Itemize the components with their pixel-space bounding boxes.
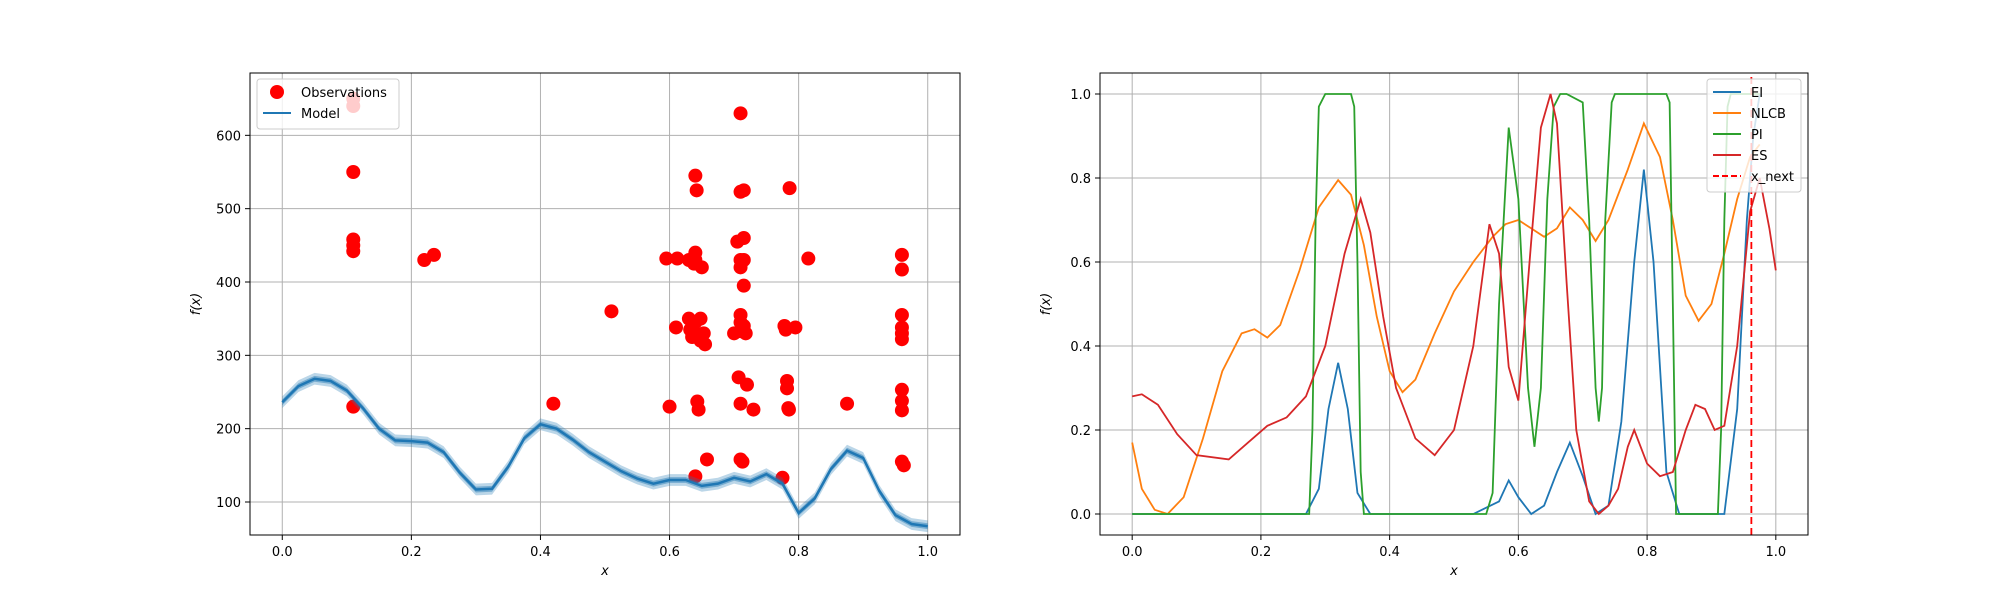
plot-frame	[1099, 72, 1809, 536]
y-tick-label: 600	[216, 129, 241, 144]
observation-point	[894, 403, 909, 418]
observation-point	[735, 454, 750, 469]
legend-label: x_next	[1751, 170, 1794, 185]
x-tick-label: 0.6	[659, 545, 680, 560]
y-tick-label: 0.0	[1070, 508, 1091, 523]
legend-label: EI	[1751, 86, 1763, 101]
es-line	[1131, 93, 1777, 516]
observation-point	[669, 320, 683, 335]
grid	[250, 73, 960, 535]
right-chart-panel: 0.0 0.2 0.4 0.6 0.8 1.0 0.0 0.2 0.4 0.6 0.8 1.0 x f(x…	[1039, 72, 1809, 579]
observation-point	[691, 402, 706, 417]
observation-point	[736, 253, 751, 267]
observation-point	[733, 396, 748, 411]
y-tick-label: 500	[216, 203, 241, 218]
observation-point	[670, 251, 685, 266]
y-tick-label: 100	[216, 496, 241, 511]
observation-point	[689, 183, 704, 198]
observation-point	[738, 326, 753, 341]
y-tick-label: 0.4	[1070, 340, 1091, 355]
x-tick-label: 0.2	[401, 545, 422, 560]
legend-label: Observations	[301, 86, 387, 101]
y-axis-label: f(x)	[1039, 293, 1054, 315]
x-tick-label: 1.0	[1765, 545, 1786, 560]
y-tick-label: 300	[216, 349, 241, 364]
legend-label: NLCB	[1751, 107, 1786, 122]
x-tick-label: 1.0	[917, 545, 938, 560]
legend-label: ES	[1751, 149, 1767, 164]
observation-point	[746, 402, 761, 417]
observation-point	[699, 452, 714, 467]
legend-marker	[270, 85, 284, 99]
observation-point	[782, 181, 797, 196]
plot-area	[281, 91, 928, 533]
legend: Observations Model	[256, 78, 400, 130]
model-confidence-band	[282, 372, 928, 533]
observation-point	[894, 382, 909, 397]
legend-label: Model	[301, 107, 340, 122]
observation-point	[840, 396, 855, 411]
ei-line	[1132, 93, 1761, 516]
observation-point	[894, 262, 909, 277]
left-chart-panel: 0.0 0.2 0.4 0.6 0.8 1.0 100 200 300 400 500 600 x f(x…	[189, 72, 961, 579]
observation-point	[781, 402, 796, 417]
observation-point	[688, 469, 703, 484]
observation-point	[736, 183, 751, 198]
x-axis-label: x	[600, 564, 609, 579]
x-tick-label: 0.4	[530, 545, 551, 560]
x-tick-label: 0.6	[1508, 545, 1529, 560]
observation-point	[740, 377, 754, 392]
y-tick-label: 0.8	[1070, 172, 1091, 187]
x-tick-label: 0.0	[272, 545, 293, 560]
legend-label: PI	[1751, 128, 1763, 143]
y-tick-label: 200	[216, 423, 241, 438]
y-axis-label: f(x)	[189, 293, 204, 315]
observations-series	[346, 91, 911, 485]
x-tick-label: 0.8	[1637, 545, 1658, 560]
observation-point	[693, 311, 708, 326]
observation-point	[788, 320, 803, 335]
observation-point	[736, 278, 751, 293]
observation-point	[894, 332, 909, 347]
x-tick-label: 0.2	[1251, 545, 1272, 560]
observation-point	[694, 260, 709, 275]
plot-area	[1131, 73, 1777, 535]
y-tick-label: 400	[216, 276, 241, 291]
x-tick-label: 0.0	[1122, 545, 1143, 560]
observation-point	[733, 106, 748, 121]
y-tick-label: 1.0	[1070, 88, 1091, 103]
observation-point	[780, 381, 795, 396]
observation-point	[696, 326, 711, 341]
observation-point	[894, 247, 909, 262]
y-tick-label: 0.2	[1070, 424, 1091, 439]
x-tick-label: 0.8	[788, 545, 809, 560]
observation-point	[346, 165, 361, 179]
observation-point	[688, 168, 703, 183]
legend-box	[256, 78, 400, 130]
observation-point	[346, 244, 361, 259]
x-axis-label: x	[1449, 564, 1458, 579]
x-tick-label: 0.4	[1379, 545, 1400, 560]
plot-frame	[249, 72, 961, 536]
grid	[1100, 73, 1808, 535]
observation-point	[659, 251, 674, 266]
y-tick-label: 0.6	[1070, 256, 1091, 271]
observation-point	[426, 247, 441, 262]
legend-box	[1706, 78, 1802, 193]
observation-point	[662, 399, 677, 414]
observation-point	[604, 304, 619, 319]
observation-point	[896, 458, 911, 473]
model-inner-band	[282, 375, 928, 530]
legend: EI NLCB PI ES x_next	[1706, 78, 1802, 193]
observation-point	[801, 251, 816, 266]
model-line	[281, 377, 928, 528]
observation-point	[894, 308, 909, 322]
pi-line	[1132, 93, 1760, 515]
observation-point	[546, 396, 561, 411]
observation-point	[736, 231, 751, 245]
observation-point	[698, 337, 713, 352]
